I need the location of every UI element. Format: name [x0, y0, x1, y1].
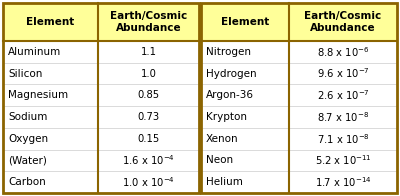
Text: Carbon: Carbon — [8, 177, 46, 187]
Text: 8.8 x 10$^{-6}$: 8.8 x 10$^{-6}$ — [317, 45, 369, 59]
Text: 0.15: 0.15 — [137, 134, 160, 144]
Bar — [3, 3, 199, 193]
Bar — [201, 3, 397, 193]
Text: 0.73: 0.73 — [138, 112, 160, 122]
Text: Aluminum: Aluminum — [8, 47, 61, 57]
Text: 0.85: 0.85 — [138, 90, 160, 100]
Text: Xenon: Xenon — [206, 134, 239, 144]
Text: Sodium: Sodium — [8, 112, 47, 122]
Text: Oxygen: Oxygen — [8, 134, 48, 144]
Text: 7.1 x 10$^{-8}$: 7.1 x 10$^{-8}$ — [316, 132, 370, 146]
Text: 1.0 x 10$^{-4}$: 1.0 x 10$^{-4}$ — [122, 175, 175, 189]
Text: 5.2 x 10$^{-11}$: 5.2 x 10$^{-11}$ — [315, 153, 371, 167]
Text: 1.1: 1.1 — [140, 47, 156, 57]
Text: 2.6 x 10$^{-7}$: 2.6 x 10$^{-7}$ — [317, 88, 369, 102]
Text: Earth/Cosmic
Abundance: Earth/Cosmic Abundance — [110, 11, 187, 33]
Text: (Water): (Water) — [8, 155, 47, 165]
Bar — [3, 3, 199, 193]
Text: Helium: Helium — [206, 177, 243, 187]
Text: Krypton: Krypton — [206, 112, 247, 122]
Text: Element: Element — [221, 17, 269, 27]
Text: Magnesium: Magnesium — [8, 90, 68, 100]
Text: Element: Element — [26, 17, 75, 27]
Text: Nitrogen: Nitrogen — [206, 47, 251, 57]
Text: 1.6 x 10$^{-4}$: 1.6 x 10$^{-4}$ — [122, 153, 175, 167]
Bar — [201, 3, 397, 41]
Text: 9.6 x 10$^{-7}$: 9.6 x 10$^{-7}$ — [317, 67, 369, 81]
Text: Hydrogen: Hydrogen — [206, 69, 257, 79]
Text: Silicon: Silicon — [8, 69, 42, 79]
Text: Earth/Cosmic
Abundance: Earth/Cosmic Abundance — [304, 11, 382, 33]
Text: Neon: Neon — [206, 155, 233, 165]
Bar — [3, 3, 199, 41]
Text: 1.7 x 10$^{-14}$: 1.7 x 10$^{-14}$ — [315, 175, 371, 189]
Text: 1.0: 1.0 — [140, 69, 156, 79]
Text: Argon-36: Argon-36 — [206, 90, 254, 100]
Bar — [201, 3, 397, 193]
Text: 8.7 x 10$^{-8}$: 8.7 x 10$^{-8}$ — [317, 110, 369, 124]
